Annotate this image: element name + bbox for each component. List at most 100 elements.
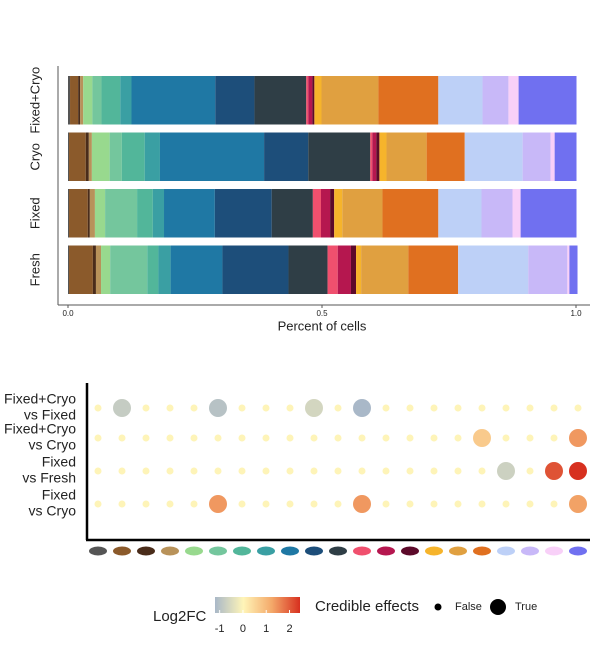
effect-dot xyxy=(454,467,462,475)
bar-segment xyxy=(92,76,102,125)
effect-dot xyxy=(286,434,294,442)
y-tick-label: Fixed+Cryo xyxy=(27,67,42,134)
y-tick-label: Fixed xyxy=(27,197,42,229)
bar-segment xyxy=(321,76,379,125)
effect-dot xyxy=(545,462,563,480)
colorbar-tick-label: 1 xyxy=(263,623,269,635)
effect-dot xyxy=(353,399,371,417)
effect-dot xyxy=(526,434,534,442)
bar-segment xyxy=(92,245,96,294)
row-label: vs Fixed xyxy=(24,407,76,423)
size-legend-title: Credible effects xyxy=(315,598,419,615)
bar-segment xyxy=(68,132,70,181)
bar-segment xyxy=(164,189,215,238)
bar-segment xyxy=(361,245,409,294)
effect-dot xyxy=(94,404,102,412)
effect-dot xyxy=(358,434,366,442)
bar-segment xyxy=(426,132,465,181)
column-color-key xyxy=(209,546,227,556)
bar-segment xyxy=(68,189,70,238)
effect-dot xyxy=(262,500,270,508)
effect-dot xyxy=(94,500,102,508)
bar-segment xyxy=(94,189,106,238)
bar-segment xyxy=(137,189,153,238)
column-color-key xyxy=(425,546,443,556)
bar-segment xyxy=(69,245,93,294)
bar-segment xyxy=(512,189,521,238)
bar-segment xyxy=(152,189,165,238)
column-color-key xyxy=(89,546,107,556)
effect-dot xyxy=(406,467,414,475)
bar-segment xyxy=(147,245,159,294)
bar-segment xyxy=(508,76,519,125)
bar-segment xyxy=(464,132,523,181)
effect-dot xyxy=(473,429,491,447)
column-color-key xyxy=(401,546,419,556)
bar-segment xyxy=(314,76,322,125)
effect-dot xyxy=(190,434,198,442)
column-color-key xyxy=(233,546,251,556)
bar-segment xyxy=(337,245,351,294)
bar-segment xyxy=(330,189,335,238)
bar-segment xyxy=(69,189,88,238)
bar-segment xyxy=(438,189,482,238)
bar-segment xyxy=(264,132,309,181)
effect-dot xyxy=(214,467,222,475)
bar-segment xyxy=(144,132,160,181)
bar-segment xyxy=(70,76,79,125)
effect-dot xyxy=(166,404,174,412)
bar-segment xyxy=(312,76,315,125)
effect-dot xyxy=(262,434,270,442)
bar-segment xyxy=(378,76,439,125)
effect-dot xyxy=(406,434,414,442)
effect-dot xyxy=(310,434,318,442)
column-color-key xyxy=(377,546,395,556)
effect-dot xyxy=(454,404,462,412)
effect-dot xyxy=(353,495,371,513)
column-color-key xyxy=(113,546,131,556)
y-tick-label: Fresh xyxy=(27,253,42,286)
bar-segment xyxy=(334,189,343,238)
bar-segment xyxy=(342,189,383,238)
bar-segment xyxy=(95,245,102,294)
effect-dot xyxy=(142,404,150,412)
x-axis-label: Percent of cells xyxy=(278,318,367,333)
x-tick-label: 0.5 xyxy=(316,309,328,318)
effect-dot xyxy=(238,467,246,475)
bar-segment xyxy=(101,76,121,125)
bar-segment xyxy=(458,245,529,294)
bar-segment xyxy=(308,132,371,181)
effect-dot xyxy=(94,434,102,442)
bar-segment xyxy=(214,189,272,238)
effect-dot xyxy=(286,467,294,475)
effect-dot xyxy=(406,500,414,508)
column-color-key xyxy=(473,546,491,556)
row-label: vs Cryo xyxy=(29,437,77,453)
bar-segment xyxy=(254,76,307,125)
effect-dot xyxy=(305,399,323,417)
effect-dot xyxy=(113,399,131,417)
effect-dot xyxy=(569,495,587,513)
bar-segment xyxy=(567,245,570,294)
bar-segment xyxy=(550,132,555,181)
x-tick-label: 1.0 xyxy=(570,309,582,318)
effect-dot xyxy=(190,500,198,508)
bar-segment xyxy=(91,132,110,181)
column-color-key xyxy=(257,546,275,556)
effect-dot xyxy=(334,467,342,475)
bar-segment xyxy=(308,76,313,125)
y-tick-label: Cryo xyxy=(27,143,42,170)
column-color-key xyxy=(353,546,371,556)
effect-dot xyxy=(334,500,342,508)
bar-segment xyxy=(386,132,427,181)
effect-dot xyxy=(430,467,438,475)
column-color-key xyxy=(281,546,299,556)
effect-dot xyxy=(478,500,486,508)
effect-dot xyxy=(454,500,462,508)
effect-dot xyxy=(310,467,318,475)
effect-dot xyxy=(286,500,294,508)
bar-segment xyxy=(215,76,255,125)
effect-dot xyxy=(382,467,390,475)
effect-dot xyxy=(262,404,270,412)
